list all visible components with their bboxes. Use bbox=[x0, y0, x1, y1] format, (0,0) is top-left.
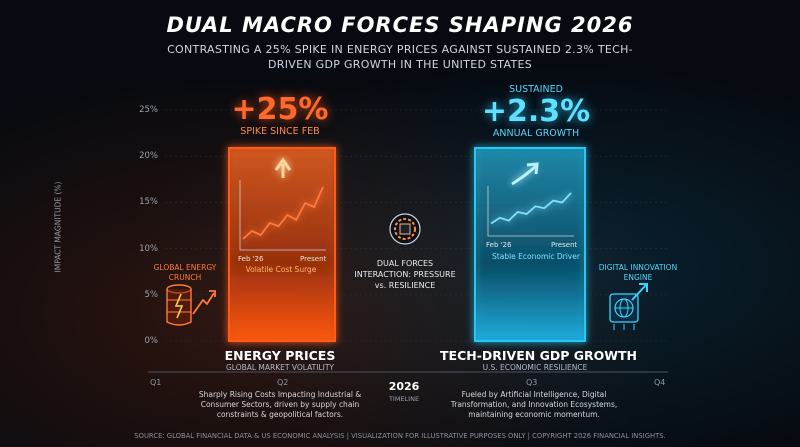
y-axis-label: IMPACT MAGNITUDE (%) bbox=[53, 181, 63, 273]
y-tick-label: 15% bbox=[139, 197, 158, 208]
center-interaction-label: DUAL FORCES INTERACTION: PRESSURE vs. RE… bbox=[354, 259, 456, 290]
trend-arrow-icon bbox=[511, 162, 539, 186]
growth-inset-start: Feb '26 bbox=[486, 241, 512, 249]
timeline-label: TIMELINE bbox=[388, 395, 420, 403]
y-tick-label: 0% bbox=[144, 336, 159, 346]
y-tick-label: 10% bbox=[139, 243, 158, 254]
inset-axis bbox=[487, 186, 574, 237]
growth-inset-line bbox=[490, 192, 572, 225]
source-footer: SOURCE: GLOBAL FINANCIAL DATA & US ECONO… bbox=[134, 432, 666, 440]
energy-description: Sharply Rising Costs Impacting Industria… bbox=[198, 390, 362, 419]
growth-inset-end: Present bbox=[551, 241, 578, 249]
energy-subtitle: GLOBAL MARKET VOLATILITY bbox=[225, 363, 335, 372]
x-tick-q3: Q3 bbox=[526, 378, 538, 387]
gear-chip-icon bbox=[389, 213, 421, 245]
energy-inset-caption: Volatile Cost Surge bbox=[245, 265, 317, 274]
energy-caption: SPIKE SINCE FEB bbox=[240, 126, 320, 137]
growth-category-label: TECH-DRIVEN GDP GROWTH bbox=[440, 348, 638, 363]
timeline-year: 2026 bbox=[388, 380, 420, 393]
y-tick-label: 25% bbox=[139, 105, 158, 115]
energy-side-label: GLOBAL ENERGY CRUNCH bbox=[153, 263, 217, 282]
growth-value-label: +2.3% bbox=[481, 94, 591, 129]
growth-subtitle: U.S. ECONOMIC RESILIENCE bbox=[482, 363, 588, 372]
growth-description: Fueled by Artificial Intelligence, Digit… bbox=[450, 390, 618, 419]
growth-caption-top: SUSTAINED bbox=[509, 84, 563, 95]
y-tick-label: 20% bbox=[139, 151, 158, 162]
chart-subtitle: CONTRASTING A 25% SPIKE IN ENERGY PRICES… bbox=[167, 43, 633, 71]
up-arrow-icon bbox=[274, 157, 292, 178]
energy-inset-line bbox=[242, 186, 324, 240]
inset-axis bbox=[239, 180, 326, 251]
growth-side-label: DIGITAL INNOVATION ENGINE bbox=[598, 263, 678, 282]
globe-chip-icon bbox=[609, 283, 648, 330]
growth-caption: ANNUAL GROWTH bbox=[492, 128, 580, 139]
chart-title: DUAL MACRO FORCES SHAPING 2026 bbox=[166, 13, 634, 37]
energy-value-label: +25% bbox=[231, 92, 329, 127]
energy-inset-start: Feb '26 bbox=[238, 255, 264, 263]
energy-inset-end: Present bbox=[300, 255, 327, 263]
x-tick-q2: Q2 bbox=[277, 378, 289, 387]
growth-bar bbox=[474, 147, 586, 342]
growth-inset-caption: Stable Economic Driver bbox=[492, 252, 580, 261]
x-tick-q4: Q4 bbox=[654, 378, 666, 387]
oil-barrel-icon bbox=[166, 284, 216, 326]
y-tick-label: 5% bbox=[144, 289, 159, 300]
x-tick-q1: Q1 bbox=[150, 378, 162, 387]
energy-bar bbox=[228, 147, 336, 342]
energy-category-label: ENERGY PRICES bbox=[224, 348, 336, 363]
